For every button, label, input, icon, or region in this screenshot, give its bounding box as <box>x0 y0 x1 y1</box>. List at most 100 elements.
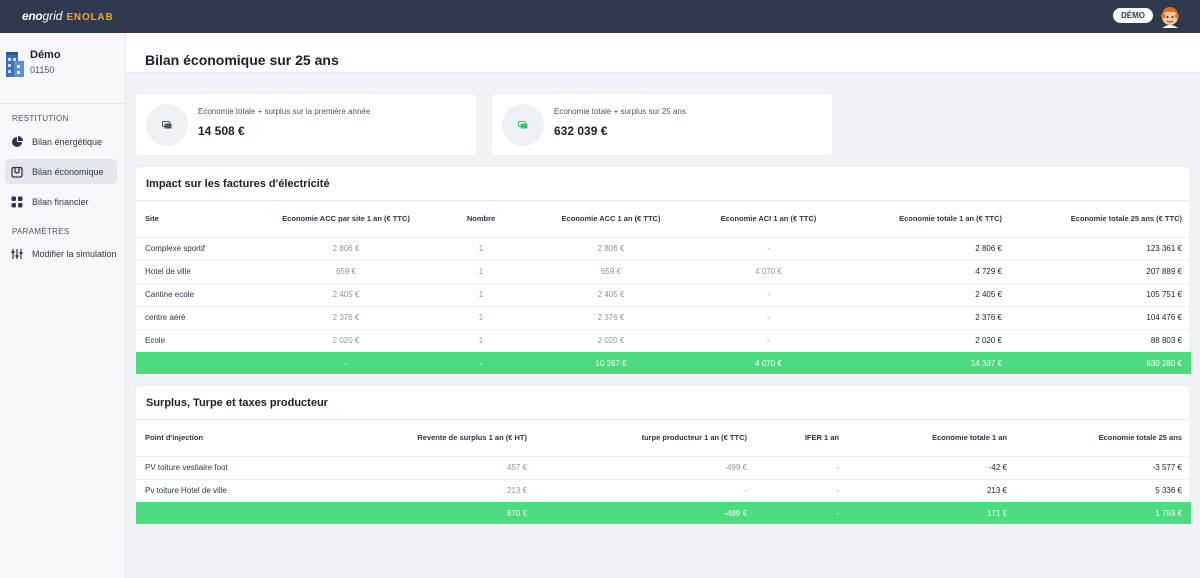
table-cell: 457 € <box>376 455 536 479</box>
table-cell-injection-point: Pv toiture Hotel de ville <box>136 478 376 502</box>
total-cell: 1 759 € <box>1016 502 1191 524</box>
sidebar-item-label: Bilan financier <box>32 196 89 207</box>
page-header: Bilan économique sur 25 ans <box>126 33 1200 73</box>
wallet-icon <box>11 166 23 178</box>
stat-value: 632 039 € <box>554 124 608 138</box>
page-title: Bilan économique sur 25 ans <box>145 52 339 68</box>
table-cell: 4 070 € <box>686 259 851 283</box>
column-header[interactable]: Economie ACC 1 an (€ TTC) <box>561 214 661 224</box>
table-cell-site: centre aéré <box>136 305 266 329</box>
table-cell: 1 <box>426 305 536 329</box>
stat-value: 14 508 € <box>198 124 245 138</box>
table-cell-injection-point: PV toiture vestiaire foot <box>136 455 376 479</box>
column-header[interactable]: Nombre <box>466 214 496 224</box>
table-cell: 2 405 € <box>266 282 426 306</box>
money-icon <box>518 121 528 129</box>
column-header[interactable]: Economie totale 1 an <box>931 433 1007 443</box>
table-cell: 2 020 € <box>851 328 1011 352</box>
total-cell: 4 070 € <box>686 352 851 374</box>
table-cell: 1 <box>426 282 536 306</box>
surplus-card-title: Surplus, Turpe et taxes producteur <box>146 397 328 409</box>
table-cell: 2 020 € <box>266 328 426 352</box>
total-cell <box>136 352 266 374</box>
card-divider <box>136 200 1189 201</box>
table-row: Complexe sportif 2 806 € 1 2 806 € - 2 8… <box>136 236 1191 260</box>
total-cell: 670 € <box>376 502 536 524</box>
building-icon <box>6 52 24 77</box>
money-icon <box>162 121 172 129</box>
table-row: PV toiture vestiaire foot 457 € -499 € -… <box>136 455 1191 479</box>
table-cell: - <box>686 236 851 260</box>
table-cell: -499 € <box>536 455 756 479</box>
top-bar: eno grid ENOLAB DÉMO <box>0 0 1200 33</box>
surplus-card: Surplus, Turpe et taxes producteur Point… <box>135 385 1191 524</box>
table-cell: 659 € <box>536 259 686 283</box>
total-cell: - <box>266 352 426 374</box>
column-header[interactable]: Economie ACC par site 1 an (€ TTC) <box>282 214 410 224</box>
table-cell: 659 € <box>266 259 426 283</box>
client-name: Démo <box>30 49 61 61</box>
table-row: Pv toiture Hotel de ville 213 € - - 213 … <box>136 478 1191 502</box>
column-header[interactable]: IFER 1 an <box>804 433 839 443</box>
table-cell: 2 376 € <box>851 305 1011 329</box>
table-cell: - <box>686 282 851 306</box>
enogrid-logo[interactable]: eno grid ENOLAB <box>22 9 113 23</box>
stat-card-25-years: Economie totale + surplus sur 25 ans 632… <box>491 93 833 156</box>
table-cell: 4 729 € <box>851 259 1011 283</box>
total-cell: 171 € <box>848 502 1016 524</box>
sidebar-item-modifier-simulation[interactable]: Modifier la simulation <box>5 241 117 266</box>
user-avatar-icon[interactable] <box>1159 4 1181 28</box>
table-row: Cantine ecole 2 405 € 1 2 405 € - 2 405 … <box>136 282 1191 306</box>
demo-badge[interactable]: DÉMO <box>1113 8 1153 23</box>
column-header[interactable]: Economie totale 25 ans <box>1098 433 1182 443</box>
sidebar-item-bilan-economique[interactable]: Bilan économique <box>5 159 117 184</box>
table-cell: 5 336 € <box>1016 478 1191 502</box>
logo-text-eno: eno <box>22 9 43 23</box>
column-header[interactable]: Economie ACI 1 an (€ TTC) <box>720 214 817 224</box>
table-cell: 123 361 € <box>1011 236 1191 260</box>
sidebar: Démo 01150 RESTITUTION Bilan énergétique… <box>0 33 126 578</box>
stat-label: Economie totale + surplus sur 25 ans <box>554 107 686 116</box>
total-cell: - <box>756 502 848 524</box>
sidebar-item-bilan-energetique[interactable]: Bilan énergétique <box>5 129 117 154</box>
section-title-parametres: PARAMÈTRES <box>12 227 70 236</box>
table-cell-site: Complexe sportif <box>136 236 266 260</box>
table-header-row: Site Economie ACC par site 1 an (€ TTC) … <box>136 201 1191 237</box>
column-header[interactable]: Economie totale 1 an (€ TTC) <box>899 214 1002 224</box>
table-cell: 1 <box>426 236 536 260</box>
table-header-row: Point d'injection Revente de surplus 1 a… <box>136 420 1191 456</box>
column-header[interactable]: Point d'injection <box>145 433 204 443</box>
stat-label: Economie totale + surplus sur la premièr… <box>198 107 371 116</box>
table-cell: 213 € <box>376 478 536 502</box>
table-cell: 2 405 € <box>851 282 1011 306</box>
total-cell <box>136 502 376 524</box>
column-header[interactable]: Revente de surplus 1 an (€ HT) <box>417 433 527 443</box>
table-cell: -3 577 € <box>1016 455 1191 479</box>
table-row: centre aéré 2 376 € 1 2 376 € - 2 376 € … <box>136 305 1191 329</box>
column-header[interactable]: Economie totale 25 ans (€ TTC) <box>1070 214 1182 224</box>
sliders-icon <box>11 248 23 259</box>
column-header[interactable]: Site <box>145 214 159 224</box>
total-cell: -499 € <box>536 502 756 524</box>
logo-text-grid: grid <box>42 9 63 23</box>
sidebar-item-label: Bilan économique <box>32 166 104 177</box>
total-cell: - <box>426 352 536 374</box>
sidebar-divider <box>0 103 126 104</box>
card-divider <box>136 419 1189 420</box>
table-cell: 88 803 € <box>1011 328 1191 352</box>
table-cell-site: Ecole <box>136 328 266 352</box>
client-block[interactable]: Démo 01150 <box>5 49 61 79</box>
table-cell: 2 020 € <box>536 328 686 352</box>
grid-icon <box>11 196 23 207</box>
table-cell: -42 € <box>848 455 1016 479</box>
impact-card-title: Impact sur les factures d'électricité <box>146 178 330 190</box>
table-cell: 2 405 € <box>536 282 686 306</box>
column-header[interactable]: turpe producteur 1 an (€ TTC) <box>641 433 747 443</box>
logo-text-enolab: ENOLAB <box>66 12 114 23</box>
sidebar-item-bilan-financier[interactable]: Bilan financier <box>5 189 117 214</box>
stat-icon-wrapper <box>146 104 188 146</box>
table-cell: - <box>756 478 848 502</box>
table-cell: 207 889 € <box>1011 259 1191 283</box>
table-cell: 1 <box>426 328 536 352</box>
section-title-restitution: RESTITUTION <box>12 114 69 123</box>
